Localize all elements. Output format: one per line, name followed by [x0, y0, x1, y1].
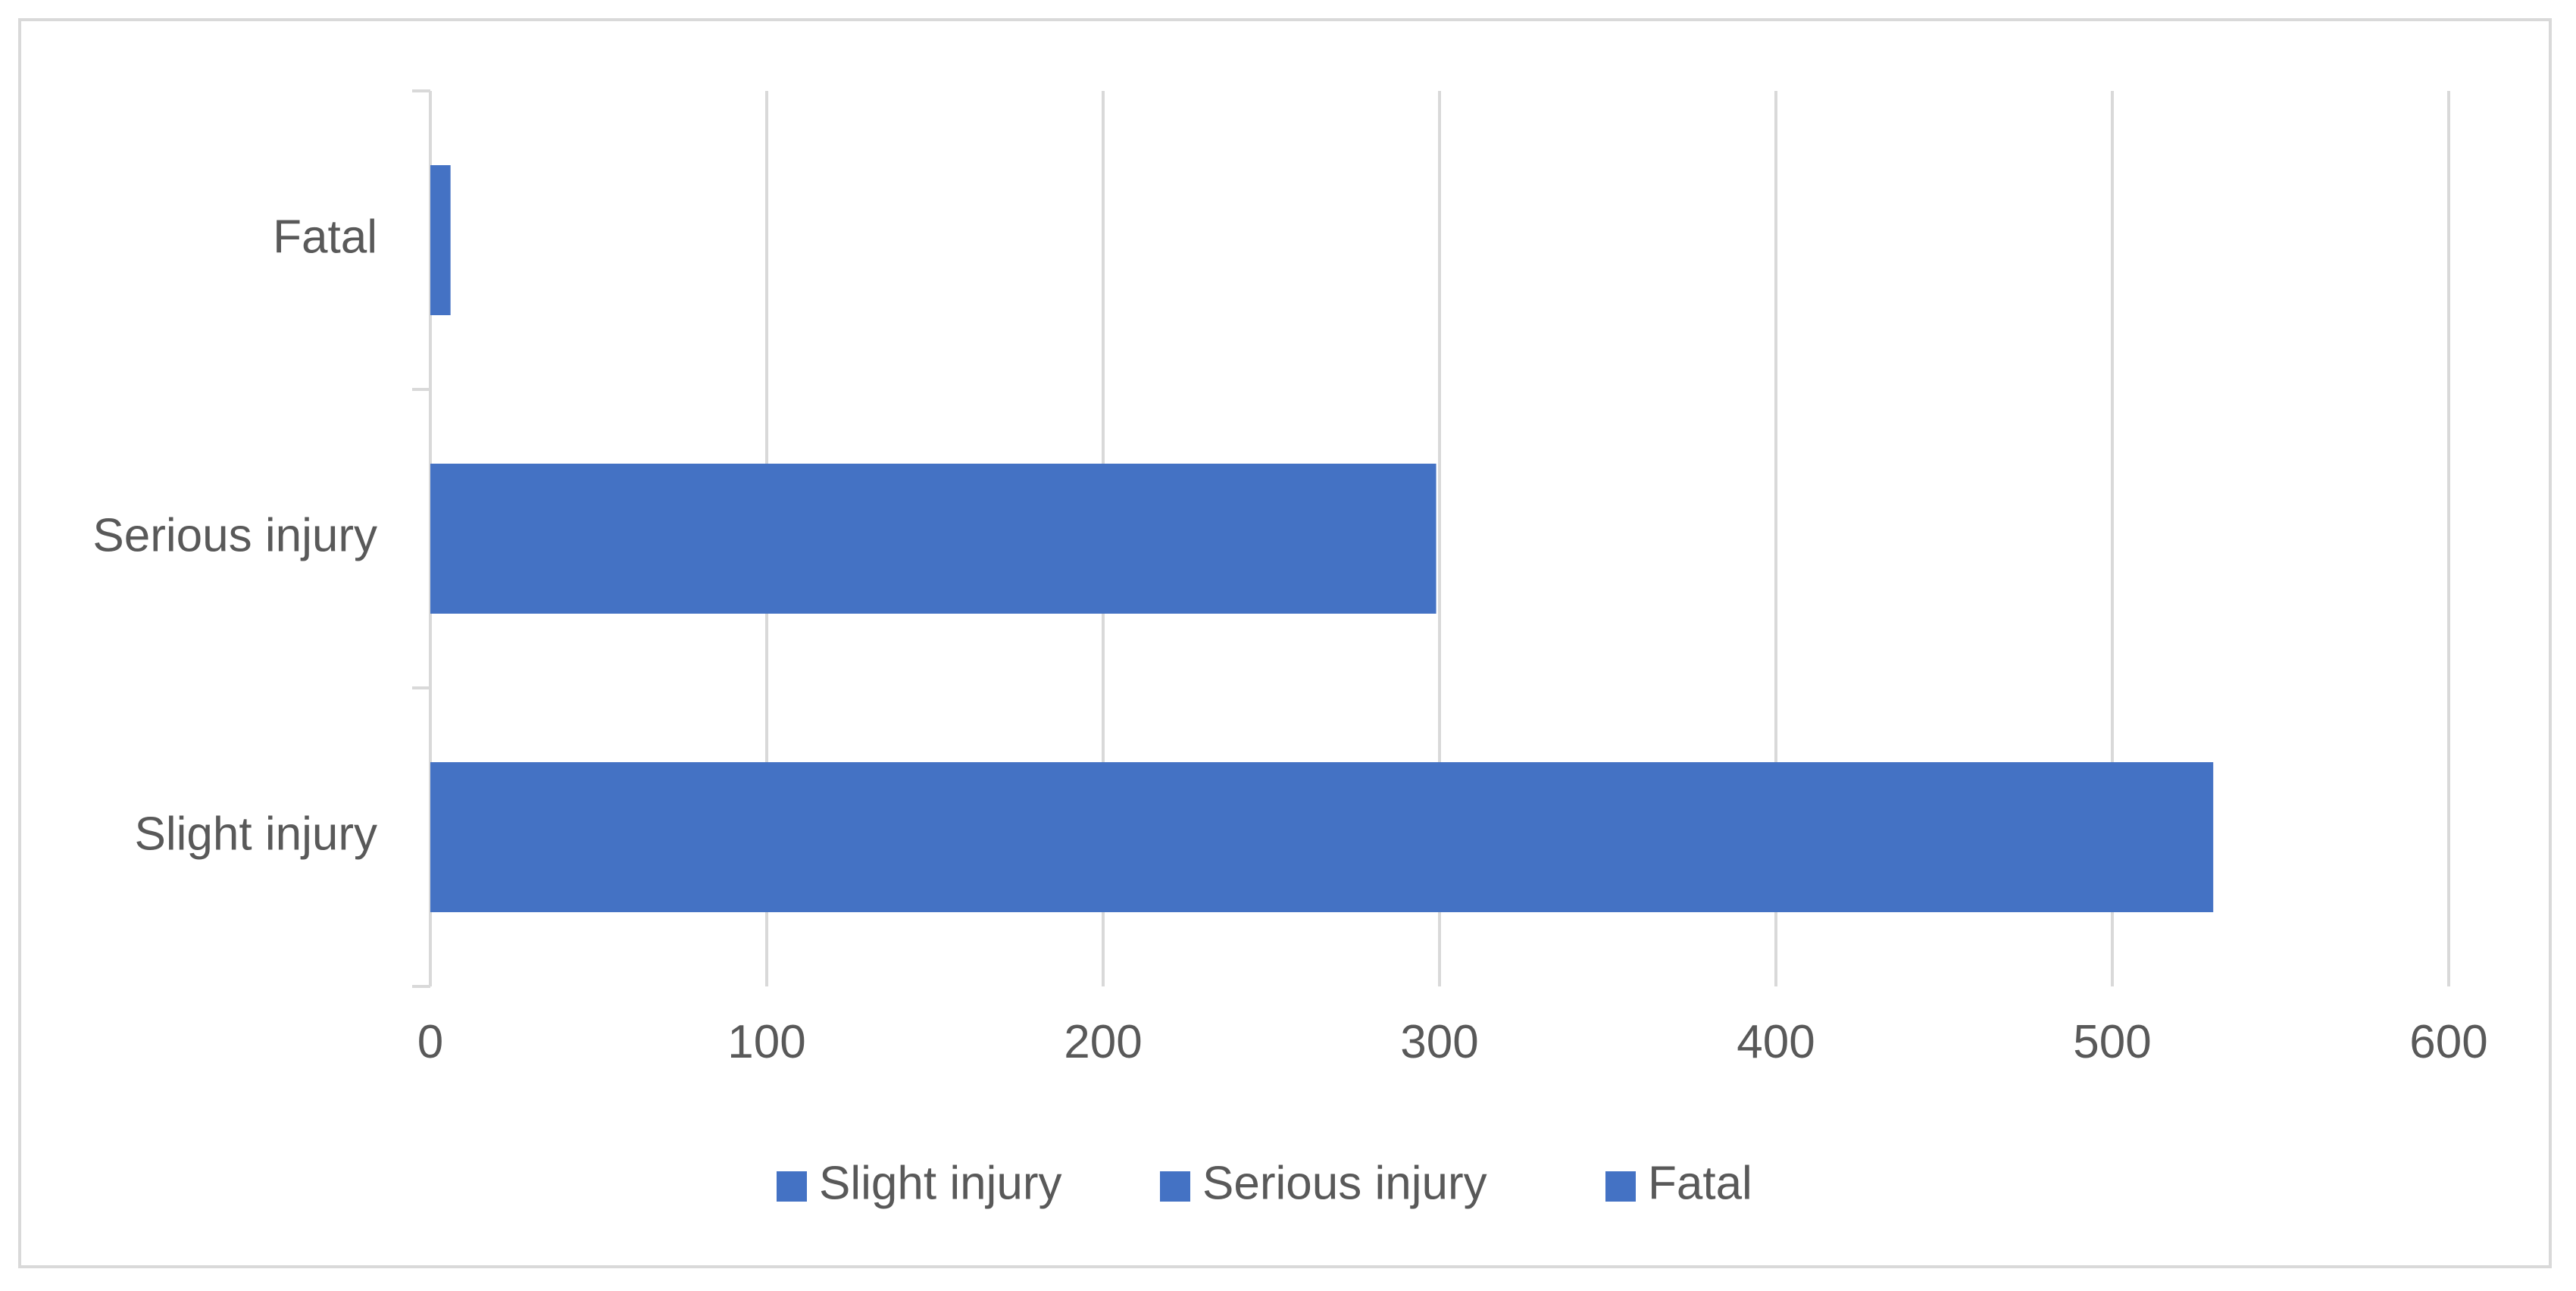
category-axis — [412, 89, 432, 988]
bar-slight-injury — [430, 762, 2214, 912]
bars — [430, 165, 2214, 912]
category-label-fatal: Fatal — [273, 211, 377, 263]
legend-label-fatal: Fatal — [1648, 1157, 1752, 1209]
legend-swatch-slight-injury — [777, 1171, 807, 1202]
x-tick-label-600: 600 — [2409, 1016, 2487, 1068]
x-tick-label-0: 0 — [417, 1016, 443, 1068]
x-tick-label-300: 300 — [1400, 1016, 1478, 1068]
category-label-slight-injury: Slight injury — [135, 808, 377, 860]
category-labels: Slight injury Serious injury Fatal — [92, 211, 377, 860]
legend-swatch-fatal — [1605, 1171, 1636, 1202]
category-label-serious-injury: Serious injury — [92, 509, 377, 561]
x-tick-label-400: 400 — [1737, 1016, 1815, 1068]
legend-label-slight-injury: Slight injury — [819, 1157, 1061, 1209]
x-tick-label-200: 200 — [1064, 1016, 1142, 1068]
bar-serious-injury — [430, 464, 1436, 614]
x-tick-label-500: 500 — [2073, 1016, 2151, 1068]
legend-swatch-serious-injury — [1160, 1171, 1190, 1202]
legend: Slight injury Serious injury Fatal — [777, 1157, 1752, 1209]
legend-label-serious-injury: Serious injury — [1202, 1157, 1487, 1209]
bar-fatal — [430, 165, 451, 315]
value-axis-ticks: 0 100 200 300 400 500 600 — [417, 1016, 2488, 1068]
x-tick-label-100: 100 — [727, 1016, 805, 1068]
